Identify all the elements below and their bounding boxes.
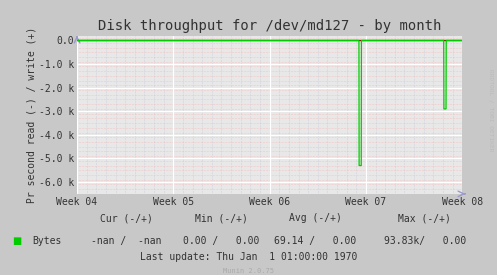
Text: Cur (-/+): Cur (-/+) — [100, 213, 153, 223]
Text: ■: ■ — [12, 236, 22, 246]
Text: Munin 2.0.75: Munin 2.0.75 — [223, 268, 274, 274]
Text: Min (-/+): Min (-/+) — [195, 213, 248, 223]
Text: Avg (-/+): Avg (-/+) — [289, 213, 342, 223]
Text: 69.14 /   0.00: 69.14 / 0.00 — [274, 236, 357, 246]
Text: -nan /  -nan: -nan / -nan — [91, 236, 162, 246]
Y-axis label: Pr second read (-) / write (+): Pr second read (-) / write (+) — [26, 27, 36, 203]
Text: 0.00 /   0.00: 0.00 / 0.00 — [183, 236, 259, 246]
Text: Max (-/+): Max (-/+) — [399, 213, 451, 223]
Title: Disk throughput for /dev/md127 - by month: Disk throughput for /dev/md127 - by mont… — [98, 19, 441, 33]
Text: 93.83k/   0.00: 93.83k/ 0.00 — [384, 236, 466, 246]
Text: Bytes: Bytes — [32, 236, 62, 246]
Text: RRDTOOL / TOBI OETIKER: RRDTOOL / TOBI OETIKER — [488, 69, 493, 151]
Text: Last update: Thu Jan  1 01:00:00 1970: Last update: Thu Jan 1 01:00:00 1970 — [140, 252, 357, 262]
